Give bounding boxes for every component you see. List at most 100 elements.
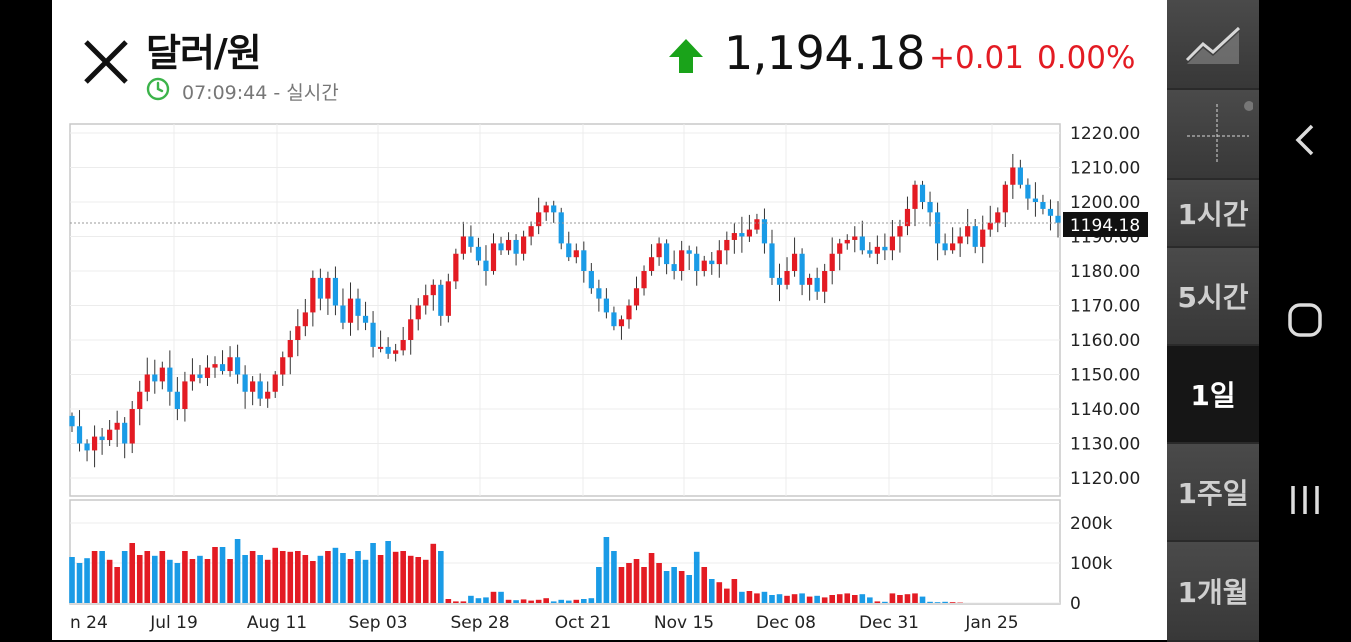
price-tick-label: 1140.00 <box>1070 400 1140 420</box>
volume-bar <box>272 548 278 603</box>
period-1day[interactable]: 1일 <box>1167 346 1259 444</box>
volume-bar <box>257 555 263 603</box>
volume-bar <box>99 551 105 603</box>
volume-bar <box>363 560 369 603</box>
candle <box>875 247 880 254</box>
volume-bar <box>310 561 316 603</box>
page-title: 달러/원 <box>146 22 261 77</box>
candle <box>197 375 202 378</box>
volume-bar <box>641 567 647 603</box>
candle <box>890 237 895 251</box>
period-1hour-label: 1시간 <box>1177 193 1248 233</box>
candle <box>258 381 263 398</box>
volume-bar <box>694 552 700 603</box>
volume-bar <box>212 547 218 603</box>
volume-bar <box>596 567 602 603</box>
period-1month[interactable]: 1개월 <box>1167 542 1259 642</box>
volume-bar <box>144 551 150 603</box>
candle <box>777 278 782 285</box>
timestamp-line: 07:09:44 - 실시간 <box>182 78 339 105</box>
volume-bar <box>167 560 173 603</box>
candle <box>687 250 692 253</box>
candle <box>77 426 82 443</box>
candle <box>1018 168 1023 185</box>
candle <box>235 357 240 374</box>
volume-bar <box>747 591 753 603</box>
volume-bar <box>295 551 301 603</box>
period-5hour[interactable]: 5시간 <box>1167 248 1259 346</box>
volume-bar <box>160 551 166 603</box>
volume-bar <box>370 543 376 603</box>
volume-bar <box>182 551 188 603</box>
crosshair-button[interactable] <box>1167 90 1259 180</box>
volume-bar <box>935 602 941 603</box>
volume-bar <box>860 594 866 603</box>
volume-bar <box>498 592 504 603</box>
close-button[interactable] <box>80 36 132 88</box>
candle <box>1048 209 1053 216</box>
chart-sidebar: 1시간 5시간 1일 1주일 1개월 <box>1167 0 1259 640</box>
candle <box>679 250 684 271</box>
recent-apps-button[interactable] <box>1259 470 1351 530</box>
volume-bar <box>303 555 309 603</box>
candle <box>950 243 955 250</box>
volume-bar <box>325 551 331 603</box>
candle <box>589 271 594 288</box>
candle <box>935 212 940 243</box>
home-button[interactable] <box>1259 290 1351 350</box>
clock-icon <box>146 77 170 101</box>
up-arrow-icon <box>666 36 706 76</box>
period-1day-label: 1일 <box>1190 374 1235 414</box>
volume-bar <box>528 601 534 603</box>
candle <box>536 212 541 226</box>
candle <box>641 271 646 288</box>
candle <box>513 240 518 254</box>
candle <box>393 350 398 353</box>
volume-bar <box>656 563 662 603</box>
volume-bar <box>739 592 745 603</box>
candle <box>408 319 413 340</box>
candle <box>596 288 601 298</box>
candle <box>672 264 677 271</box>
candle <box>942 243 947 250</box>
price-tick-label: 1170.00 <box>1070 297 1140 317</box>
candle <box>468 237 473 247</box>
line-chart-button[interactable] <box>1167 0 1259 90</box>
period-1week[interactable]: 1주일 <box>1167 444 1259 542</box>
candle <box>912 185 917 209</box>
volume-bar <box>701 567 707 603</box>
volume-bar <box>107 560 113 603</box>
volume-tick-label: 0 <box>1070 594 1081 614</box>
volume-bar <box>769 595 775 603</box>
period-1hour[interactable]: 1시간 <box>1167 180 1259 248</box>
volume-tick-label: 200k <box>1070 514 1112 534</box>
volume-bar <box>619 567 625 603</box>
candle <box>182 381 187 409</box>
time-tick-label: Jan 25 <box>964 613 1018 633</box>
candle <box>799 254 804 285</box>
time-tick-label: Oct 21 <box>555 613 611 633</box>
volume-bar <box>558 600 564 603</box>
candle <box>792 254 797 271</box>
candle <box>227 357 232 371</box>
period-1month-label: 1개월 <box>1177 571 1248 611</box>
candle <box>1055 216 1060 223</box>
candle <box>1025 185 1030 199</box>
candle <box>483 261 488 271</box>
volume-bar <box>69 557 75 603</box>
volume-bar <box>897 595 903 603</box>
back-button[interactable] <box>1259 110 1351 170</box>
home-icon <box>1285 300 1325 340</box>
volume-bar <box>468 596 474 603</box>
price-tick-label: 1150.00 <box>1070 366 1140 386</box>
line-chart-icon <box>1183 22 1243 66</box>
candle <box>69 416 74 426</box>
volume-bar <box>716 582 722 603</box>
candle <box>852 237 857 240</box>
time-tick-label: Jul 19 <box>149 613 198 633</box>
recent-apps-icon <box>1285 480 1325 520</box>
candle <box>717 250 722 264</box>
volume-bar <box>513 600 519 603</box>
volume-bar <box>754 593 760 603</box>
price-change-percent: 0.00% <box>1037 40 1135 76</box>
